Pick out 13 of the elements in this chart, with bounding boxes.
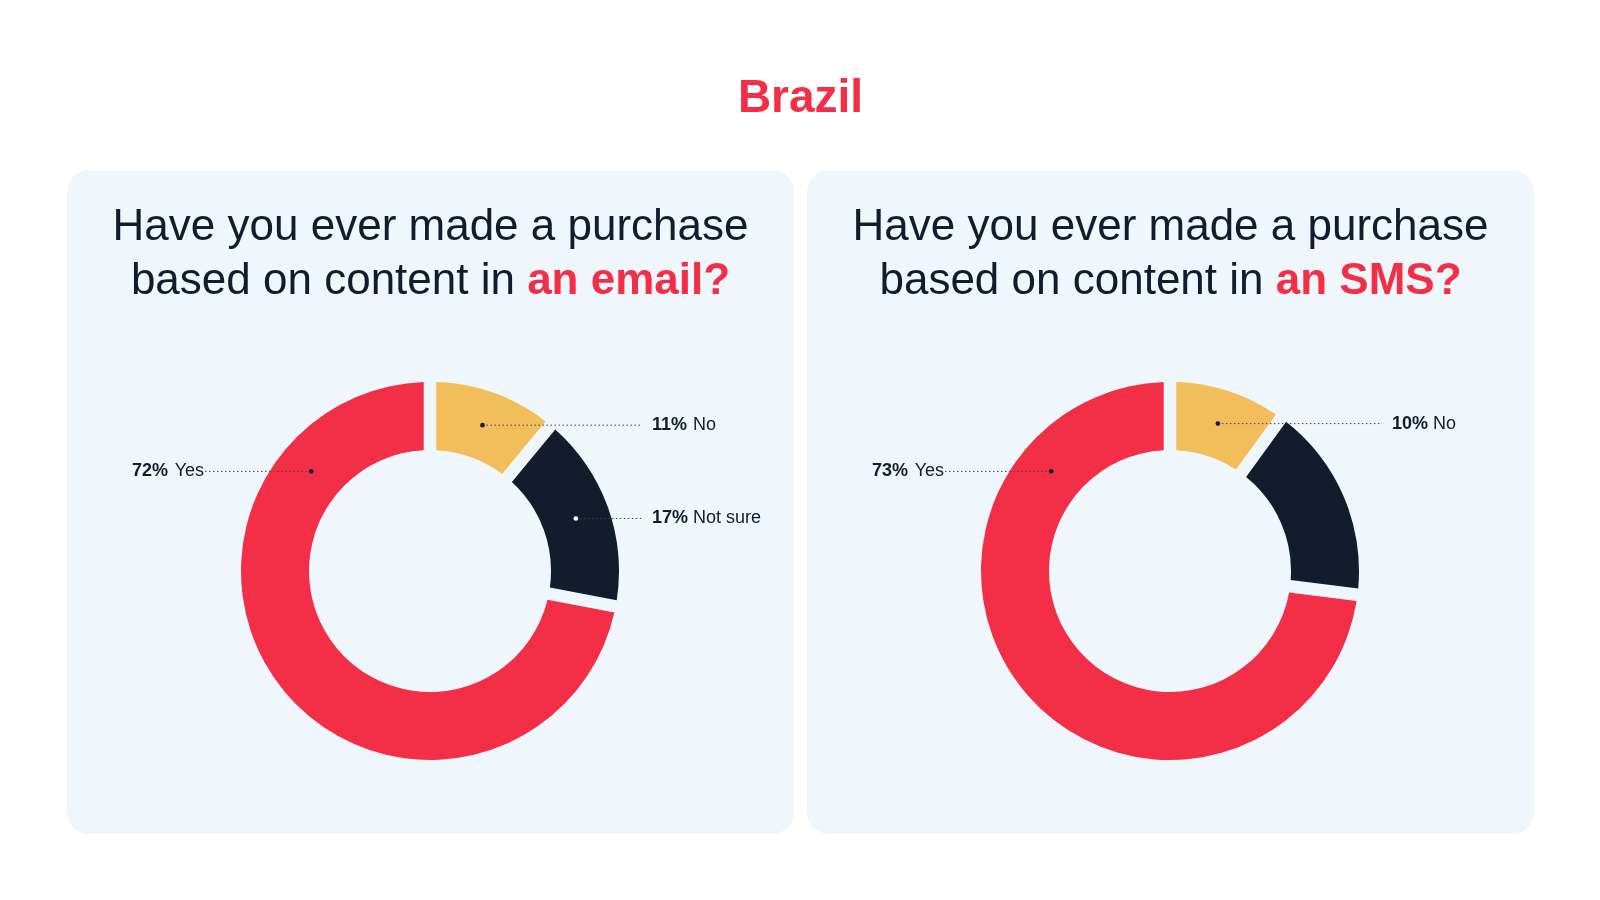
slice-label: Yes (914, 460, 944, 481)
chart-title: Have you ever made a purchase based on content in an email? (112, 200, 749, 303)
data-label: 72% (131, 460, 168, 481)
slice-label: No (1433, 412, 1457, 433)
slice-label: No (693, 414, 717, 435)
data-label: 73% (871, 460, 908, 481)
data-label: 10% (1392, 412, 1429, 433)
slice-label: Not sure (693, 507, 762, 528)
text: Brazil (737, 70, 864, 122)
data-label: 17% (652, 507, 689, 528)
chart-title: Have you ever made a purchase based on content in an SMS? (852, 200, 1489, 303)
data-label: 11% (652, 414, 688, 435)
slice-label: Yes (174, 460, 204, 481)
